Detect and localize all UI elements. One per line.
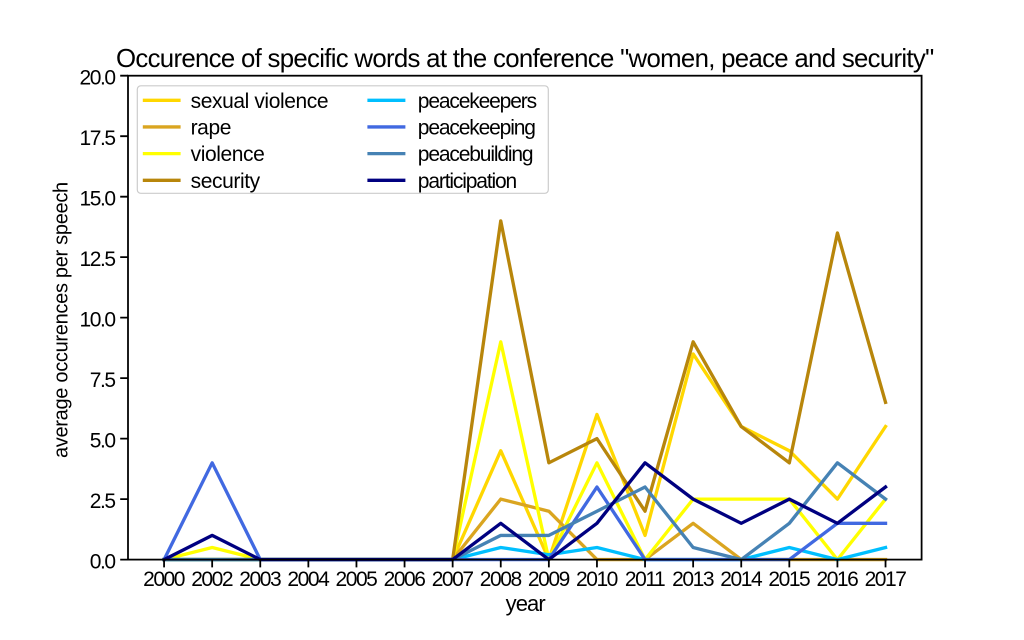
svg-text:2000: 2000 (143, 568, 185, 591)
svg-text:peacebuilding: peacebuilding (418, 143, 533, 166)
svg-text:2013: 2013 (672, 568, 714, 591)
svg-text:2011: 2011 (625, 568, 665, 591)
svg-text:2003: 2003 (239, 568, 281, 591)
svg-text:2004: 2004 (287, 568, 330, 591)
svg-text:5.0: 5.0 (90, 429, 116, 452)
svg-text:peacekeepers: peacekeepers (418, 90, 537, 113)
svg-text:15.0: 15.0 (80, 187, 116, 210)
svg-text:2008: 2008 (480, 568, 522, 591)
svg-text:2005: 2005 (335, 568, 377, 591)
svg-text:participation: participation (418, 170, 517, 193)
svg-text:2006: 2006 (384, 568, 426, 591)
svg-text:year: year (506, 591, 546, 616)
svg-text:17.5: 17.5 (80, 127, 116, 150)
svg-text:average occurences per speech: average occurences per speech (51, 182, 73, 458)
svg-text:2007: 2007 (432, 568, 474, 591)
svg-text:2002: 2002 (191, 568, 233, 591)
svg-text:security: security (191, 170, 261, 193)
svg-text:0.0: 0.0 (90, 550, 116, 573)
svg-text:2016: 2016 (816, 568, 858, 591)
svg-text:rape: rape (191, 116, 231, 139)
svg-text:20.0: 20.0 (80, 66, 116, 89)
svg-text:violence: violence (191, 143, 265, 166)
svg-text:Occurence of specific words at: Occurence of specific words at the confe… (116, 45, 934, 73)
svg-text:peacekeeping: peacekeeping (418, 116, 535, 139)
svg-text:2009: 2009 (528, 568, 570, 591)
svg-text:2.5: 2.5 (90, 490, 116, 513)
svg-text:2014: 2014 (720, 568, 763, 591)
svg-text:sexual violence: sexual violence (191, 90, 329, 113)
svg-text:12.5: 12.5 (80, 248, 116, 271)
svg-text:2010: 2010 (576, 568, 618, 591)
svg-text:2015: 2015 (768, 568, 810, 591)
svg-text:2017: 2017 (865, 568, 907, 591)
svg-text:10.0: 10.0 (80, 308, 116, 331)
svg-text:7.5: 7.5 (90, 369, 116, 392)
